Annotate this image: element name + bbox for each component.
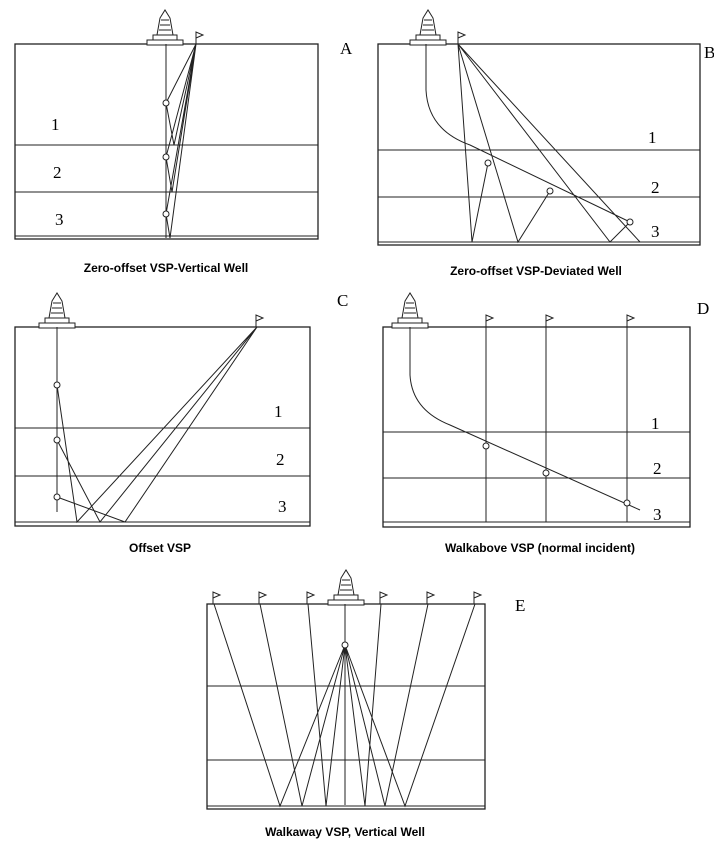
layer-label: 2 (653, 459, 662, 478)
panel-c (14, 292, 311, 527)
panel-e (206, 569, 486, 810)
layer-label: 1 (274, 402, 283, 421)
panel-letter: A (340, 39, 353, 58)
layer-label: 3 (653, 505, 662, 524)
layer-label: 2 (651, 178, 660, 197)
layer-label: 3 (651, 222, 660, 241)
layer-label: 1 (651, 414, 660, 433)
caption: Zero-offset VSP-Deviated Well (450, 264, 622, 278)
panel-b (377, 9, 701, 246)
panel-d (382, 292, 691, 528)
panel-letter: D (697, 299, 709, 318)
layer-label: 3 (278, 497, 287, 516)
caption: Zero-offset VSP-Vertical Well (84, 261, 249, 275)
panel-letter: C (337, 291, 348, 310)
caption: Offset VSP (129, 541, 191, 555)
panel-a (14, 9, 319, 240)
layer-label: 2 (276, 450, 285, 469)
layer-label: 1 (648, 128, 657, 147)
panel-letter: E (515, 596, 525, 615)
layer-label: 2 (53, 163, 62, 182)
caption: Walkabove VSP (normal incident) (445, 541, 635, 555)
layer-label: 1 (51, 115, 60, 134)
panel-letter: B (704, 43, 714, 62)
layer-label: 3 (55, 210, 64, 229)
caption: Walkaway VSP, Vertical Well (265, 825, 425, 839)
